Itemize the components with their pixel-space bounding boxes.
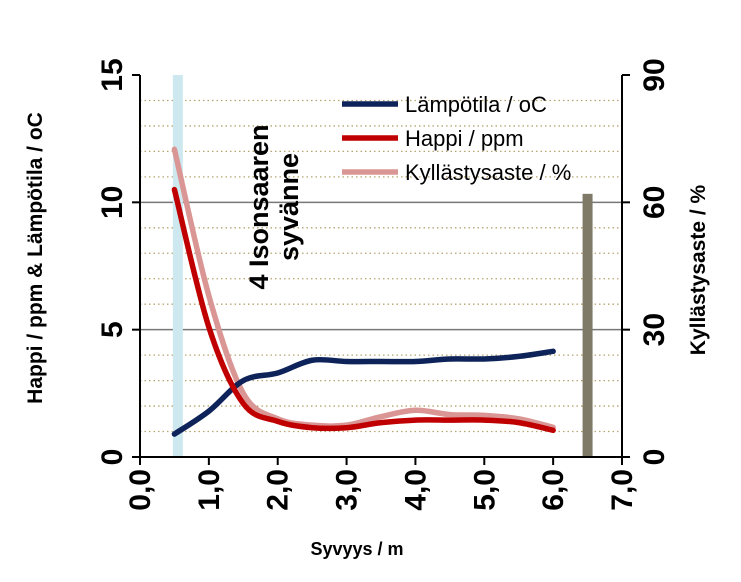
x-tick-labels: 0,0 1,0 2,0 3,0 4,0 5,0 6,0 7,0 [124, 469, 639, 511]
x-tick-label: 5,0 [468, 469, 501, 511]
bottom-marker-bar [582, 193, 593, 457]
y-right-axis-title: Kyllästysaste / % [687, 184, 710, 355]
annotation-line-1: 4 Isonsaaren [244, 124, 274, 289]
x-axis-title: Syvyys / m [310, 539, 403, 559]
y-left-tick-label: 15 [96, 58, 129, 91]
series-layer [171, 146, 556, 437]
x-tick-label: 3,0 [331, 469, 364, 511]
y-left-tick-label: 5 [96, 321, 129, 338]
y-left-tick-label: 10 [96, 186, 129, 219]
y-right-tick-label: 0 [638, 449, 671, 466]
legend-label-1: Happi / ppm [405, 126, 524, 151]
annotation-line-2: syvänne [274, 153, 304, 261]
x-tick-label: 4,0 [399, 469, 432, 511]
axes [132, 74, 630, 465]
x-tick-label: 1,0 [193, 469, 226, 511]
grid [140, 99, 622, 433]
y-left-axis-title: Happi / ppm & Lämpötila / oC [24, 112, 47, 404]
x-tick-label: 2,0 [262, 469, 295, 511]
x-tick-label: 0,0 [124, 469, 157, 511]
y-left-tick-labels: 0 5 10 15 [96, 58, 129, 465]
vertical-markers [172, 75, 593, 457]
annotation: 4 Isonsaaren syvänne [244, 124, 304, 289]
legend-label-2: Kyllästysaste / % [405, 160, 571, 185]
surface-marker-bar [172, 75, 183, 457]
series-line-1 [171, 186, 556, 434]
y-right-tick-label: 60 [638, 186, 671, 219]
legend-label-0: Lämpötila / oC [405, 92, 547, 117]
y-right-tick-labels: 0 30 60 90 [638, 58, 671, 465]
y-right-tick-label: 90 [638, 58, 671, 91]
legend: Lämpötila / oC Happi / ppm Kyllästysaste /… [342, 92, 571, 185]
x-tick-label: 7,0 [606, 469, 639, 511]
y-right-tick-label: 30 [638, 313, 671, 346]
x-tick-label: 6,0 [537, 469, 570, 511]
y-left-tick-label: 0 [96, 449, 129, 466]
series-line-0 [171, 348, 556, 437]
